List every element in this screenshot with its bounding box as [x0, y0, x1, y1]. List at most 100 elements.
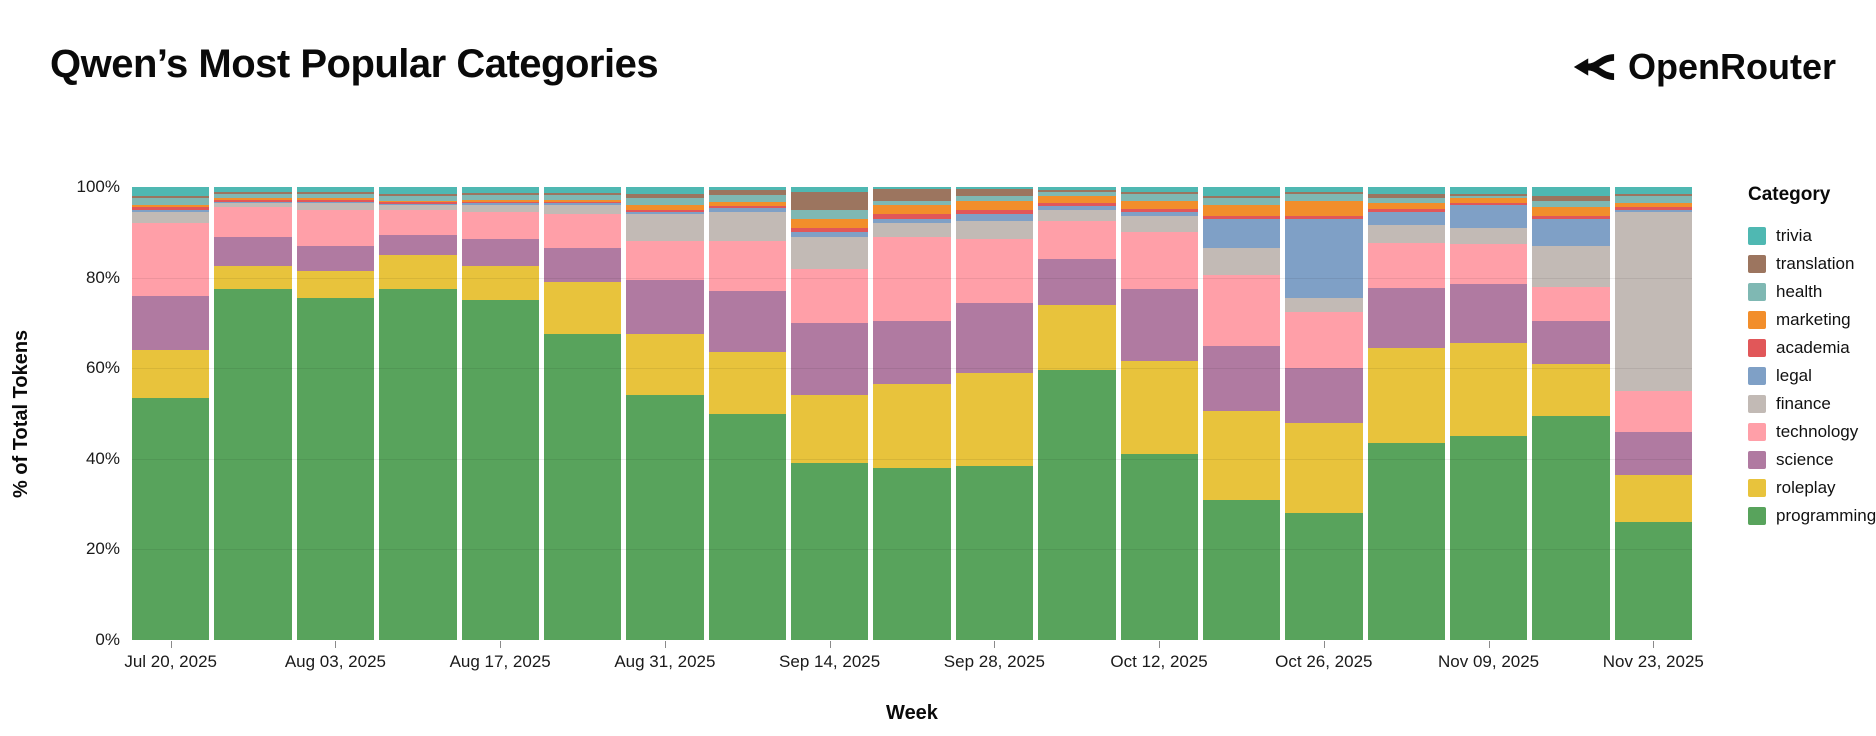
- bar-segment-health[interactable]: [1202, 198, 1281, 206]
- bar-oct-05-2025[interactable]: [1038, 187, 1116, 640]
- bar-segment-roleplay[interactable]: [296, 270, 375, 298]
- bar-segment-technology[interactable]: [708, 241, 786, 292]
- legend-item-marketing[interactable]: marketing: [1748, 306, 1876, 334]
- bar-segment-health[interactable]: [461, 195, 539, 200]
- bar-segment-health[interactable]: [1450, 196, 1528, 199]
- bar-segment-technology[interactable]: [543, 214, 622, 249]
- bar-segment-marketing[interactable]: [708, 201, 786, 207]
- bar-segment-legal[interactable]: [955, 214, 1034, 221]
- bar-segment-trivia[interactable]: [543, 187, 622, 193]
- bar-segment-programming[interactable]: [214, 288, 292, 640]
- bar-segment-marketing[interactable]: [379, 200, 457, 203]
- bar-segment-finance[interactable]: [296, 202, 375, 210]
- bar-segment-health[interactable]: [1120, 193, 1198, 201]
- legend-item-academia[interactable]: academia: [1748, 334, 1876, 362]
- bar-segment-health[interactable]: [379, 196, 457, 201]
- bar-segment-academia[interactable]: [1614, 207, 1693, 210]
- bar-segment-translation[interactable]: [1367, 193, 1445, 199]
- bar-segment-programming[interactable]: [1450, 436, 1528, 640]
- bar-segment-translation[interactable]: [1038, 190, 1116, 192]
- bar-segment-legal[interactable]: [1038, 206, 1116, 210]
- bar-segment-roleplay[interactable]: [1285, 422, 1363, 514]
- bar-nov-02-2025[interactable]: [1367, 187, 1445, 640]
- bar-jul-20-2025[interactable]: [132, 187, 210, 641]
- bar-segment-legal[interactable]: [1285, 218, 1363, 298]
- bar-segment-legal[interactable]: [1532, 218, 1610, 246]
- bar-segment-science[interactable]: [955, 302, 1034, 373]
- bar-segment-health[interactable]: [543, 195, 622, 200]
- bar-segment-programming[interactable]: [1120, 454, 1198, 641]
- bar-segment-marketing[interactable]: [214, 198, 292, 201]
- bar-segment-programming[interactable]: [379, 288, 457, 641]
- bar-segment-programming[interactable]: [1285, 513, 1363, 641]
- bar-sep-28-2025[interactable]: [955, 187, 1034, 641]
- bar-segment-science[interactable]: [791, 322, 869, 396]
- bar-segment-legal[interactable]: [1120, 211, 1198, 217]
- bar-segment-legal[interactable]: [1614, 209, 1693, 212]
- bar-aug-10-2025[interactable]: [379, 187, 457, 641]
- bar-segment-finance[interactable]: [1038, 209, 1116, 221]
- bar-segment-roleplay[interactable]: [461, 266, 539, 301]
- bar-segment-technology[interactable]: [1285, 311, 1363, 369]
- bar-segment-trivia[interactable]: [1367, 187, 1445, 194]
- bar-segment-science[interactable]: [132, 295, 210, 351]
- bar-segment-finance[interactable]: [1532, 245, 1610, 287]
- bar-segment-health[interactable]: [1532, 200, 1610, 208]
- bar-segment-academia[interactable]: [626, 209, 704, 212]
- legend-item-roleplay[interactable]: roleplay: [1748, 474, 1876, 502]
- bar-segment-science[interactable]: [461, 239, 539, 267]
- bar-segment-health[interactable]: [708, 194, 786, 202]
- bar-segment-academia[interactable]: [955, 209, 1034, 215]
- bar-segment-programming[interactable]: [296, 298, 375, 641]
- bar-segment-health[interactable]: [296, 193, 375, 199]
- bar-segment-roleplay[interactable]: [708, 352, 786, 414]
- bar-segment-legal[interactable]: [543, 202, 622, 206]
- bar-segment-roleplay[interactable]: [1450, 343, 1528, 437]
- bar-segment-translation[interactable]: [873, 189, 951, 201]
- bar-segment-science[interactable]: [1120, 288, 1198, 362]
- bar-segment-legal[interactable]: [1202, 218, 1281, 249]
- bar-segment-roleplay[interactable]: [955, 372, 1034, 466]
- bar-segment-programming[interactable]: [626, 395, 704, 641]
- bar-sep-14-2025[interactable]: [791, 187, 869, 641]
- bar-segment-trivia[interactable]: [132, 187, 210, 197]
- bar-segment-marketing[interactable]: [132, 205, 210, 208]
- bar-segment-technology[interactable]: [626, 241, 704, 280]
- bar-segment-legal[interactable]: [461, 202, 539, 206]
- bar-segment-finance[interactable]: [1614, 211, 1693, 391]
- bar-segment-marketing[interactable]: [543, 199, 622, 202]
- bar-segment-roleplay[interactable]: [1120, 361, 1198, 455]
- bar-segment-trivia[interactable]: [955, 187, 1034, 190]
- bar-oct-19-2025[interactable]: [1202, 187, 1281, 641]
- bar-segment-trivia[interactable]: [1285, 187, 1363, 192]
- bar-segment-technology[interactable]: [132, 223, 210, 296]
- bar-segment-science[interactable]: [626, 279, 704, 335]
- bar-segment-marketing[interactable]: [1285, 200, 1363, 217]
- bar-segment-technology[interactable]: [1614, 390, 1693, 432]
- bar-segment-science[interactable]: [543, 248, 622, 283]
- bar-segment-science[interactable]: [296, 245, 375, 271]
- bar-segment-finance[interactable]: [132, 211, 210, 224]
- bar-segment-marketing[interactable]: [955, 200, 1034, 210]
- bar-segment-health[interactable]: [132, 198, 210, 206]
- bar-segment-programming[interactable]: [132, 397, 210, 641]
- bar-segment-health[interactable]: [791, 209, 869, 219]
- bar-aug-24-2025[interactable]: [543, 187, 622, 640]
- bar-segment-translation[interactable]: [626, 193, 704, 199]
- bar-segment-technology[interactable]: [955, 239, 1034, 303]
- bar-segment-academia[interactable]: [791, 227, 869, 233]
- bar-segment-marketing[interactable]: [1614, 202, 1693, 208]
- legend-item-legal[interactable]: legal: [1748, 362, 1876, 390]
- bar-segment-technology[interactable]: [296, 209, 375, 246]
- bar-segment-technology[interactable]: [214, 207, 292, 237]
- bar-segment-trivia[interactable]: [791, 187, 869, 192]
- bar-segment-legal[interactable]: [1367, 211, 1445, 226]
- bar-segment-health[interactable]: [873, 200, 951, 206]
- bar-segment-marketing[interactable]: [296, 198, 375, 201]
- bar-segment-programming[interactable]: [791, 463, 869, 641]
- bar-segment-finance[interactable]: [1367, 225, 1445, 244]
- bar-segment-translation[interactable]: [791, 191, 869, 210]
- bar-segment-trivia[interactable]: [1532, 187, 1610, 197]
- bar-segment-academia[interactable]: [379, 202, 457, 204]
- bar-segment-translation[interactable]: [1450, 193, 1528, 197]
